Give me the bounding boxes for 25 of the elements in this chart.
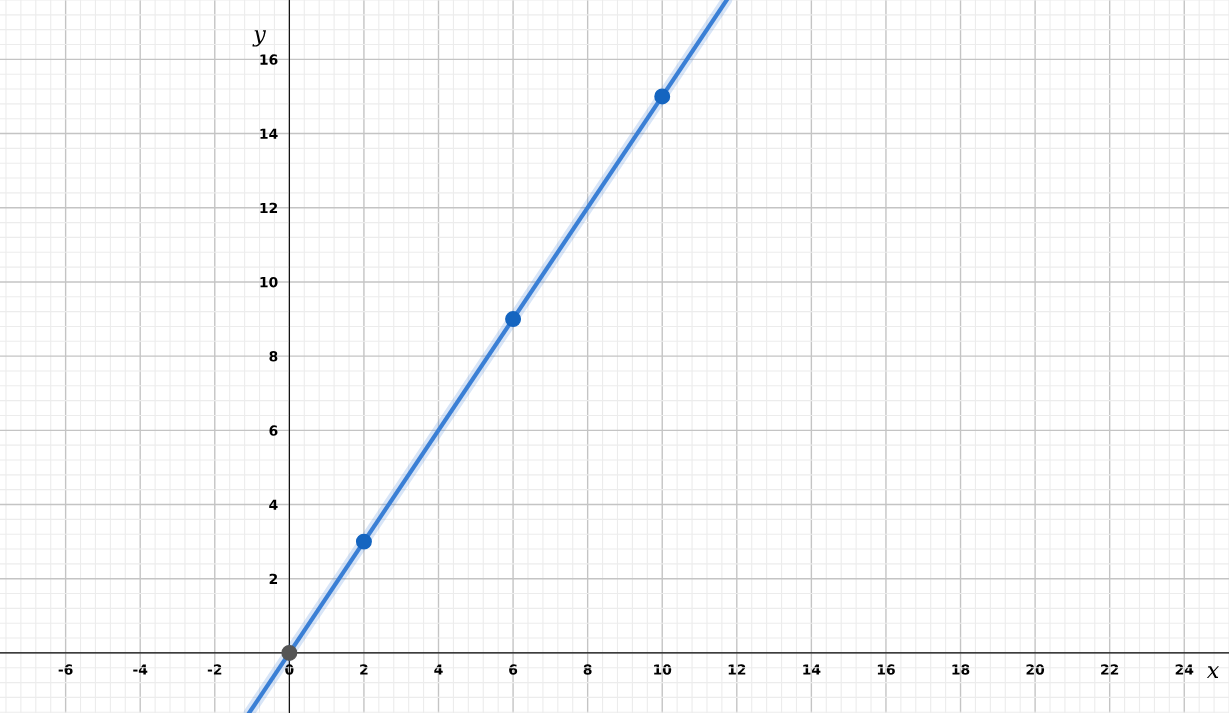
x-tick-label: 8	[583, 664, 592, 675]
y-tick-label: 10	[260, 276, 278, 288]
y-tick-label: 8	[269, 351, 278, 362]
y-tick-label: 14	[260, 128, 278, 139]
x-tick-label: -2	[207, 664, 222, 675]
x-tick-label: 10	[654, 664, 672, 675]
y-tick-label: 12	[260, 202, 278, 214]
x-tick-label: 14	[803, 664, 821, 675]
x-tick-label: 6	[509, 664, 518, 675]
y-axis-title: y	[252, 30, 267, 47]
x-tick-label: 22	[1101, 664, 1119, 675]
y-tick-label: 16	[260, 54, 278, 65]
x-tick-label: 4	[434, 664, 443, 675]
x-tick-label: 16	[877, 664, 895, 675]
y-tick-label: 2	[269, 573, 278, 584]
x-tick-label: 20	[1026, 664, 1045, 675]
y-tick-label: 4	[269, 499, 278, 510]
x-tick-label: 2	[360, 664, 368, 675]
x-tick-label: 24	[1175, 664, 1194, 675]
x-tick-label: 12	[728, 664, 746, 675]
x-tick-label: -4	[133, 664, 148, 675]
y-tick-label: 6	[269, 425, 278, 436]
x-tick-label: 18	[952, 664, 970, 675]
x-axis-title: x	[1206, 666, 1219, 678]
x-tick-label: -6	[58, 664, 73, 675]
